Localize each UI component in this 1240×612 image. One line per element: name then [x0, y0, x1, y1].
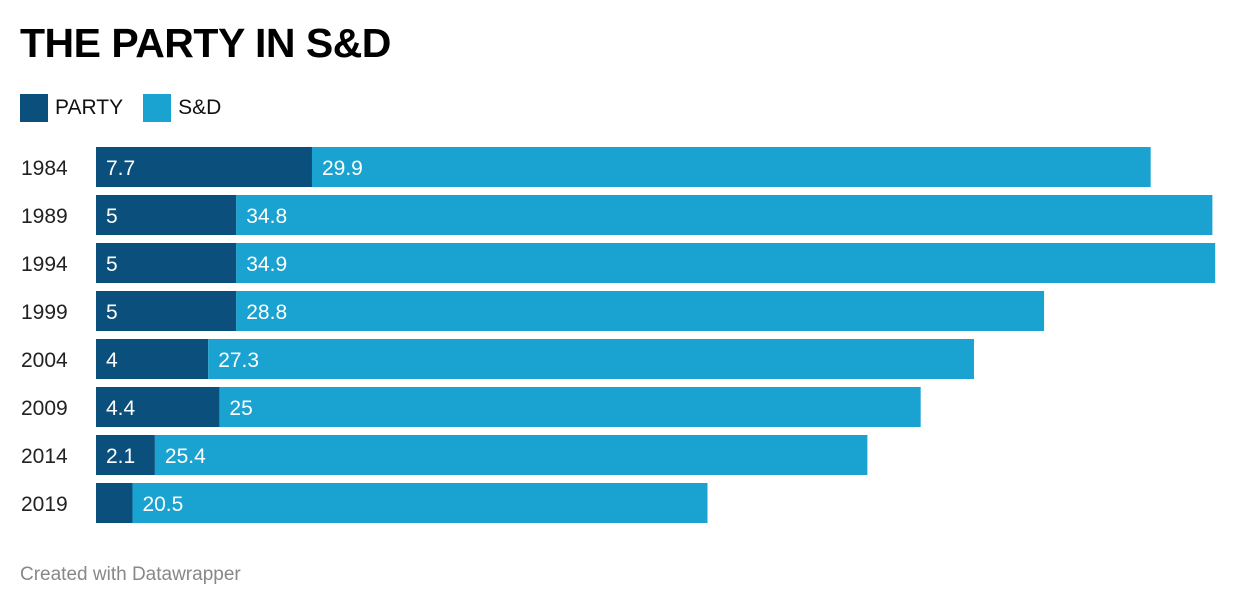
category-label-1989: 1989: [21, 205, 68, 228]
value-label-party-2004: 4: [106, 349, 118, 372]
bar-s-d-1984: [311, 147, 1151, 187]
legend: PARTY S&D: [20, 94, 241, 122]
category-label-1984: 1984: [21, 157, 68, 180]
bar-s-d-2014: [154, 435, 868, 475]
value-label-s-d-1989: 34.8: [246, 205, 287, 228]
legend-swatch-sd: [143, 94, 172, 122]
bar-party-2004: [96, 339, 209, 379]
category-label-1994: 1994: [21, 253, 68, 276]
bar-s-d-2019: [132, 483, 708, 523]
category-label-1999: 1999: [21, 301, 68, 324]
legend-item-party: PARTY: [20, 94, 123, 122]
bar-party-1989: [96, 195, 237, 235]
category-label-2009: 2009: [21, 397, 68, 420]
value-label-party-1984: 7.7: [106, 157, 135, 180]
value-label-party-1989: 5: [106, 205, 118, 228]
bar-chart: 1984 7.7 29.9 1989 5 34.8 1994 5 34.9 1999 5 28.8 20…: [21, 147, 1216, 523]
footer-credit: Created with Datawrapper: [20, 564, 241, 585]
legend-item-sd: S&D: [143, 94, 221, 122]
bar-party-1984: [96, 147, 312, 187]
value-label-party-1999: 5: [106, 301, 118, 324]
category-label-2019: 2019: [21, 493, 68, 516]
value-label-s-d-2014: 25.4: [165, 445, 206, 468]
value-label-party-2014: 2.1: [106, 445, 135, 468]
bar-s-d-2009: [219, 387, 921, 427]
category-label-2004: 2004: [21, 349, 68, 372]
bar-s-d-1989: [236, 195, 1213, 235]
value-label-s-d-2019: 20.5: [142, 493, 183, 516]
value-label-s-d-1994: 34.9: [246, 253, 287, 276]
legend-swatch-party: [20, 94, 48, 122]
value-label-party-2009: 4.4: [106, 397, 136, 420]
chart-title: THE PARTY IN S&D: [20, 20, 391, 66]
bar-party-2014: [96, 435, 155, 475]
bar-party-2019: [96, 483, 133, 523]
bar-party-1994: [96, 243, 237, 283]
bar-s-d-2004: [208, 339, 974, 379]
bar-s-d-1999: [236, 291, 1045, 331]
value-label-s-d-1999: 28.8: [246, 301, 287, 324]
value-label-party-1994: 5: [106, 253, 118, 276]
bar-party-1999: [96, 291, 237, 331]
bar-party-2009: [96, 387, 220, 427]
value-label-s-d-2004: 27.3: [218, 349, 259, 372]
value-label-s-d-2009: 25: [229, 397, 252, 420]
legend-label-party: PARTY: [55, 96, 124, 119]
category-label-2014: 2014: [21, 445, 68, 468]
value-label-s-d-1984: 29.9: [322, 157, 363, 180]
bar-s-d-1994: [236, 243, 1216, 283]
legend-label-sd: S&D: [178, 96, 222, 119]
